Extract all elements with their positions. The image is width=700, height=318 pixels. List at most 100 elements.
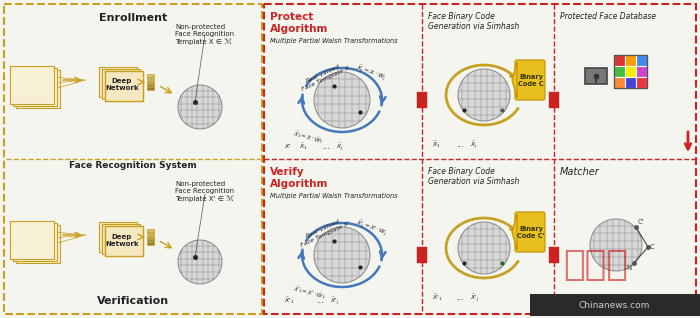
Bar xyxy=(636,66,647,77)
Bar xyxy=(264,4,696,314)
Bar xyxy=(105,71,143,101)
Bar xyxy=(549,247,559,263)
Bar xyxy=(105,226,143,256)
Circle shape xyxy=(590,219,642,271)
Text: $\bar{X}_j = X \cdot W_j$: $\bar{X}_j = X \cdot W_j$ xyxy=(354,62,388,84)
Bar xyxy=(10,221,54,259)
Text: $X'$: $X'$ xyxy=(284,142,292,151)
Bar xyxy=(147,74,154,77)
Bar xyxy=(614,55,625,66)
Circle shape xyxy=(314,72,370,128)
Text: $\bar{X}_1$: $\bar{X}_1$ xyxy=(432,140,441,150)
Bar xyxy=(147,77,154,80)
Text: Binary
Code C': Binary Code C' xyxy=(517,225,545,238)
Text: $\bar{X}'_1$: $\bar{X}'_1$ xyxy=(284,296,295,306)
Circle shape xyxy=(458,222,510,274)
Text: 中新网: 中新网 xyxy=(564,248,629,282)
Ellipse shape xyxy=(38,81,43,83)
Bar xyxy=(549,92,559,108)
Bar xyxy=(585,68,607,84)
Text: $\bar{X}_j$: $\bar{X}_j$ xyxy=(470,140,478,151)
Ellipse shape xyxy=(22,73,48,84)
Ellipse shape xyxy=(27,81,32,83)
Bar xyxy=(417,247,427,263)
Text: $\bar{X}'_1$: $\bar{X}'_1$ xyxy=(432,293,442,303)
Text: Verification: Verification xyxy=(97,296,169,306)
Circle shape xyxy=(178,240,222,284)
Bar xyxy=(614,55,647,88)
Bar xyxy=(13,68,57,106)
Bar xyxy=(147,236,154,238)
Polygon shape xyxy=(512,214,517,250)
Text: Non-protected
Face Recognition
Template X' ∈ ℳ: Non-protected Face Recognition Template … xyxy=(175,181,234,202)
Text: Face Binary Code
Generation via Simhash: Face Binary Code Generation via Simhash xyxy=(428,167,519,186)
Text: ...: ... xyxy=(322,142,330,151)
Text: Non-protected
Face Recognition
Template X ∈ ℳ: Non-protected Face Recognition Template … xyxy=(175,24,234,45)
Bar xyxy=(625,55,636,66)
Bar xyxy=(417,92,427,108)
Bar xyxy=(16,70,54,102)
Text: Matcher: Matcher xyxy=(560,167,600,177)
Ellipse shape xyxy=(27,236,32,238)
Bar xyxy=(4,4,262,314)
Ellipse shape xyxy=(22,74,48,98)
Text: ...: ... xyxy=(456,293,464,302)
Bar xyxy=(636,77,647,88)
Bar xyxy=(16,225,60,263)
Text: N: N xyxy=(626,265,632,271)
Text: Verify: Verify xyxy=(270,167,304,177)
Text: Enrollment: Enrollment xyxy=(99,13,167,23)
Bar xyxy=(102,69,140,99)
Text: Protect: Protect xyxy=(270,12,314,22)
Bar xyxy=(530,294,700,316)
FancyBboxPatch shape xyxy=(515,212,545,252)
Text: Binary
Code C: Binary Code C xyxy=(518,73,544,86)
Bar xyxy=(16,225,54,257)
Ellipse shape xyxy=(22,229,48,253)
Bar xyxy=(16,70,60,108)
Bar xyxy=(99,67,137,97)
Text: ...: ... xyxy=(316,296,324,305)
Circle shape xyxy=(314,227,370,283)
Text: Chinanews.com: Chinanews.com xyxy=(578,301,650,309)
Text: $\bar{X}_j$: $\bar{X}_j$ xyxy=(336,142,344,153)
Bar xyxy=(636,55,647,66)
Text: Multiple Partial Walsh Transformations: Multiple Partial Walsh Transformations xyxy=(270,193,398,199)
Ellipse shape xyxy=(38,236,43,238)
Text: $\bar{X}'_1 = X' \cdot \bar{W}_1$: $\bar{X}'_1 = X' \cdot \bar{W}_1$ xyxy=(292,283,327,301)
Bar xyxy=(614,77,625,88)
Bar xyxy=(13,223,57,261)
Text: C: C xyxy=(650,244,655,250)
Text: Multiple Partial Walsh Transformations: Multiple Partial Walsh Transformations xyxy=(270,38,398,44)
Circle shape xyxy=(458,69,510,121)
Text: $\bar{X}'_j = X' \cdot W_j$: $\bar{X}'_j = X' \cdot W_j$ xyxy=(354,217,388,239)
Text: Algorithm: Algorithm xyxy=(270,179,328,189)
Text: Face Binary Code
Generation via Simhash: Face Binary Code Generation via Simhash xyxy=(428,12,519,31)
Bar xyxy=(147,229,154,232)
Bar xyxy=(10,66,54,104)
Text: $\bar{X}_1$: $\bar{X}_1$ xyxy=(299,142,308,152)
Text: Protected Face Database: Protected Face Database xyxy=(560,12,656,21)
Text: $\bar{X}_1 = X \cdot \bar{W}_1$: $\bar{X}_1 = X \cdot \bar{W}_1$ xyxy=(292,128,324,146)
Bar xyxy=(147,87,154,90)
Bar xyxy=(147,84,154,87)
Text: Algorithm: Algorithm xyxy=(270,24,328,34)
Text: ...: ... xyxy=(456,140,464,149)
Text: C': C' xyxy=(638,219,645,225)
Text: $\bar{X}'_j$: $\bar{X}'_j$ xyxy=(470,293,480,304)
Bar xyxy=(614,66,625,77)
Bar xyxy=(625,66,636,77)
Bar xyxy=(147,242,154,245)
Bar xyxy=(105,226,143,256)
Text: Deep
Network: Deep Network xyxy=(105,79,139,92)
Text: Real-valued
Face Template X': Real-valued Face Template X' xyxy=(298,215,351,247)
Text: $\bar{X}'_j$: $\bar{X}'_j$ xyxy=(330,296,340,308)
Text: Real-valued
Face Template X: Real-valued Face Template X xyxy=(298,60,350,92)
Bar xyxy=(99,222,137,252)
Ellipse shape xyxy=(22,227,48,238)
Bar xyxy=(102,224,140,254)
Text: Face Recognition System: Face Recognition System xyxy=(69,161,197,170)
Circle shape xyxy=(178,85,222,129)
Bar xyxy=(105,71,143,101)
Bar xyxy=(625,77,636,88)
